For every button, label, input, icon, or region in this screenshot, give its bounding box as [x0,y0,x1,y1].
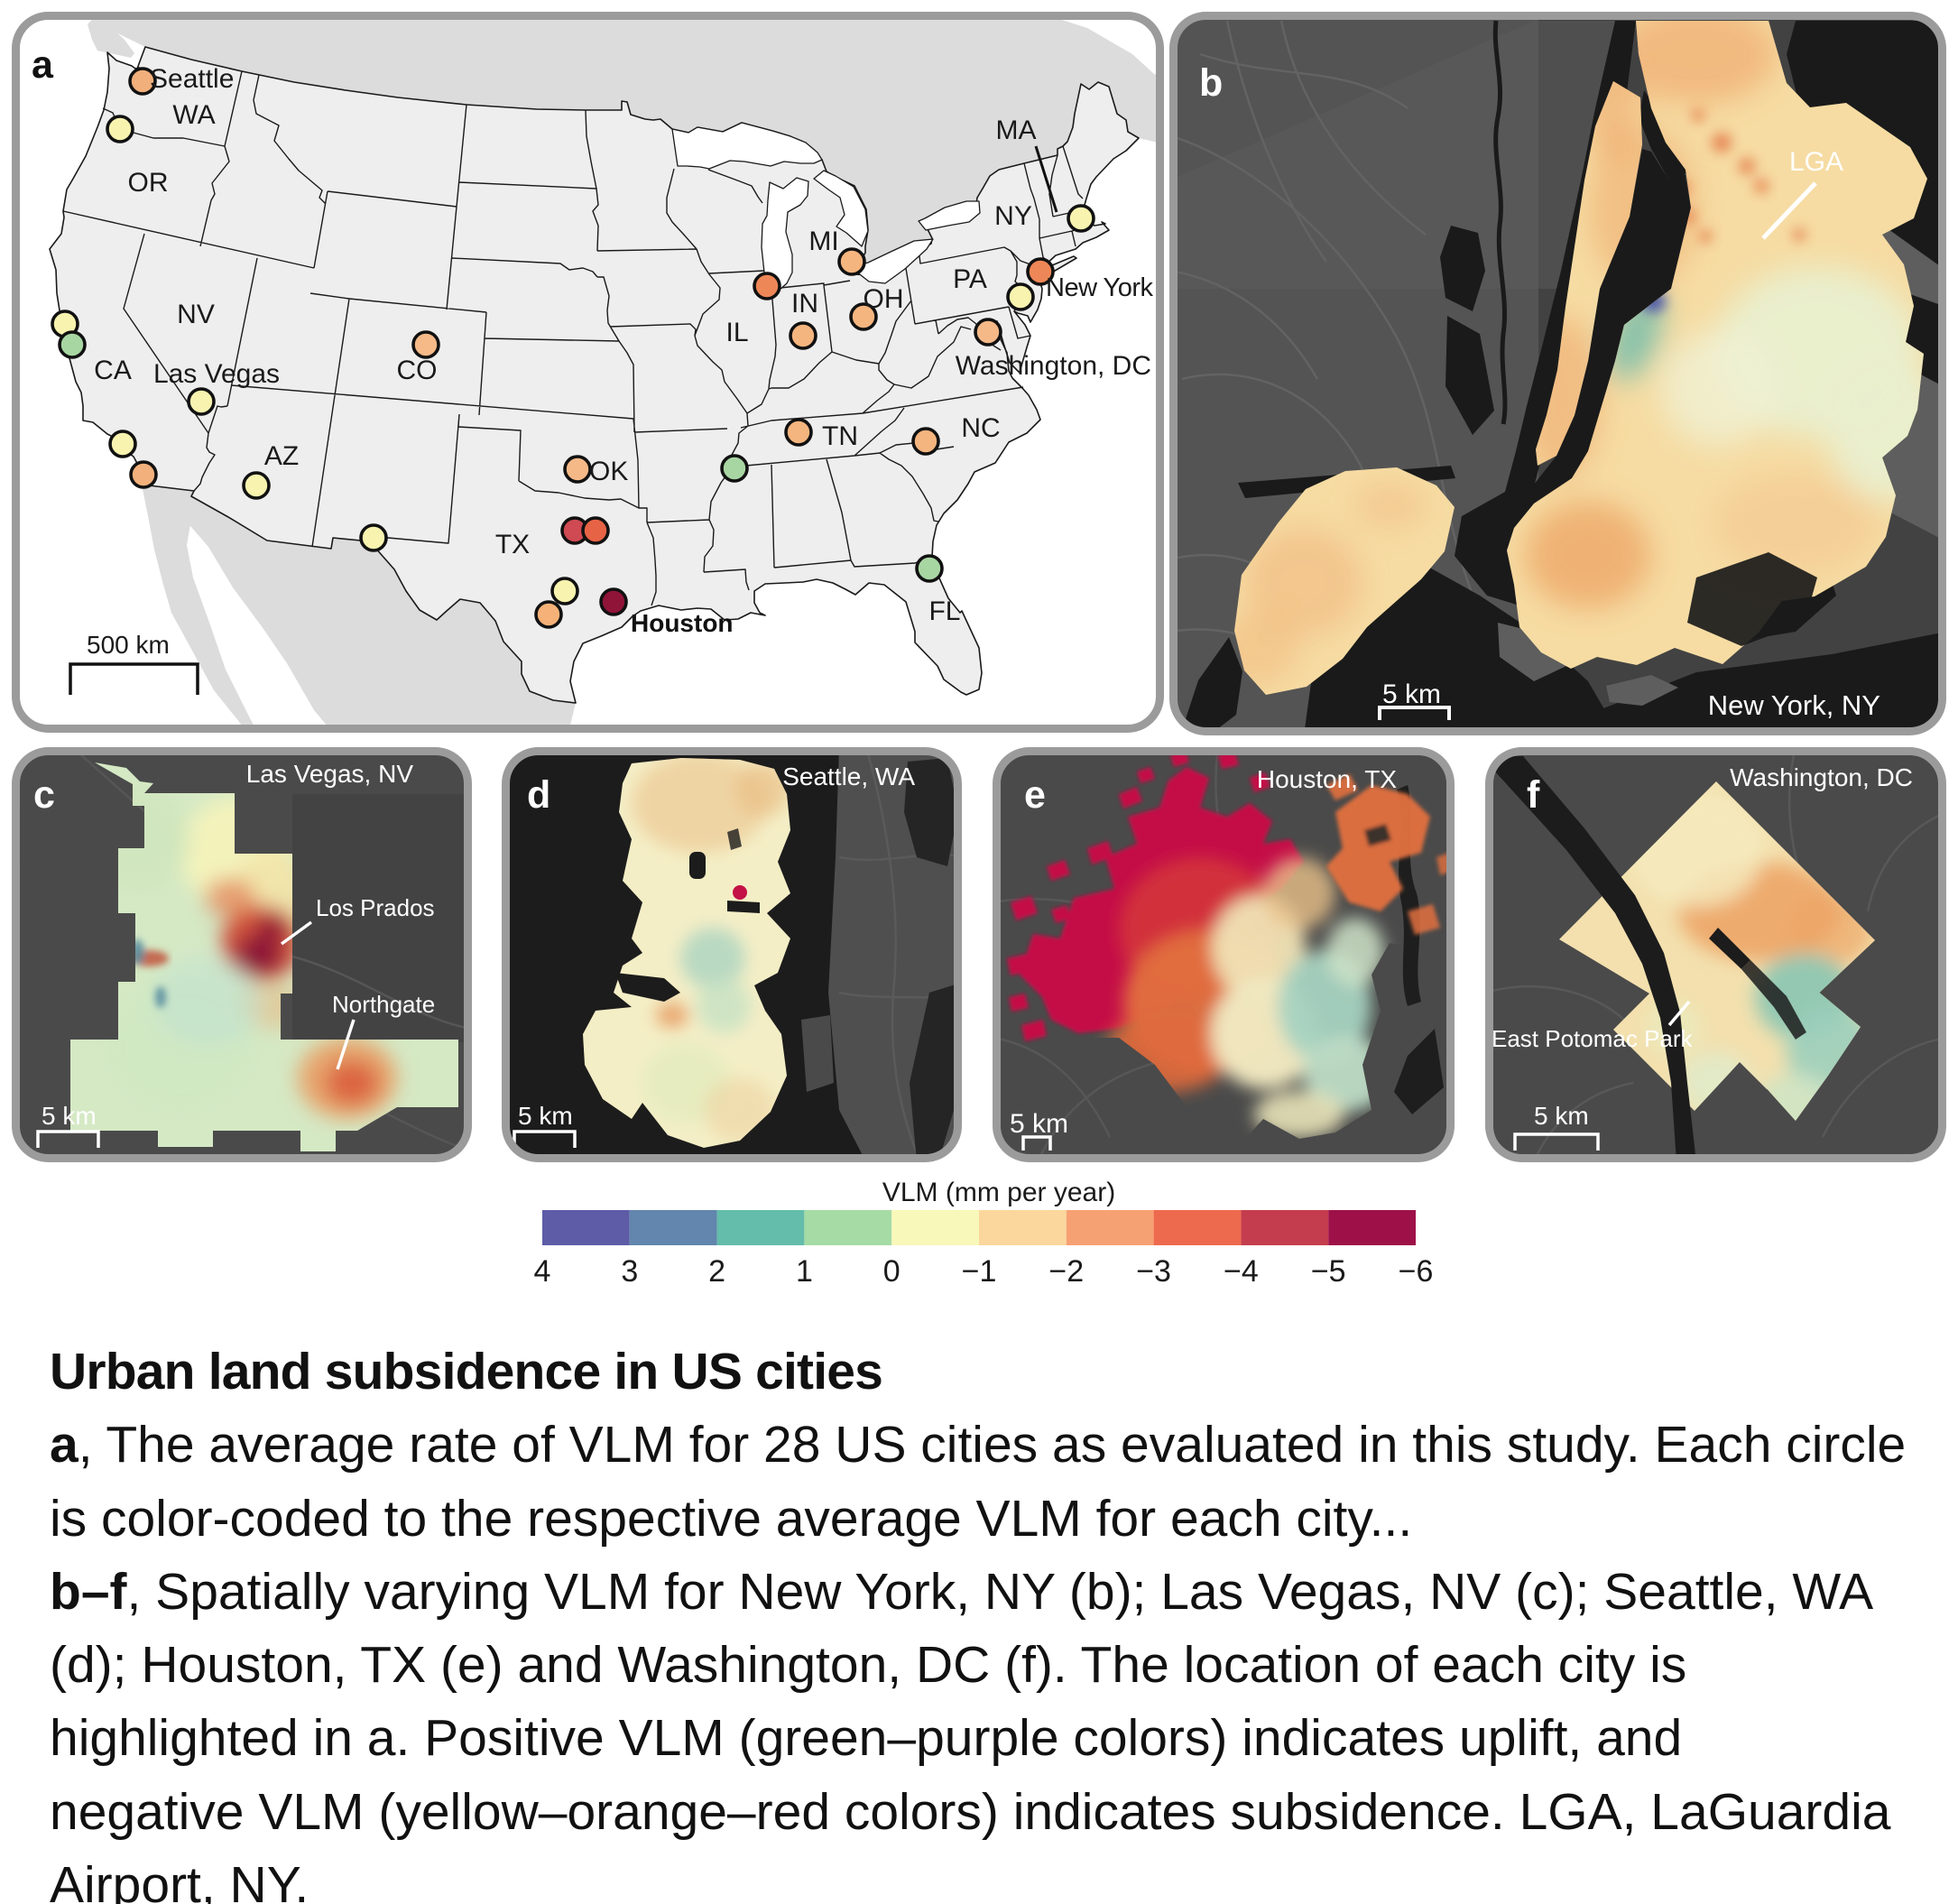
svg-text:5 km: 5 km [1534,1102,1589,1130]
svg-text:Washington, DC: Washington, DC [956,351,1151,381]
svg-text:OH: OH [864,284,904,314]
svg-text:5 km: 5 km [1010,1109,1068,1139]
svg-text:New York: New York [1046,273,1154,302]
svg-text:OR: OR [128,168,169,198]
svg-text:New York, NY: New York, NY [1708,689,1880,721]
svg-text:5 km: 5 km [42,1102,97,1130]
svg-text:1: 1 [796,1254,813,1289]
svg-text:OK: OK [589,457,628,486]
svg-text:MI: MI [808,226,838,256]
svg-text:0: 0 [883,1254,900,1289]
svg-text:Northgate: Northgate [332,991,435,1018]
svg-text:MA: MA [996,116,1037,145]
svg-text:East Potomac Park: East Potomac Park [1492,1025,1694,1052]
svg-text:NV: NV [177,300,215,329]
svg-text:NY: NY [994,201,1032,231]
svg-text:−1: −1 [962,1254,997,1289]
svg-text:f: f [1527,773,1540,817]
svg-text:IN: IN [791,289,818,319]
svg-text:−2: −2 [1048,1254,1084,1289]
svg-text:e: e [1024,773,1046,817]
svg-text:WA: WA [172,100,215,130]
svg-text:Seattle: Seattle [150,64,234,94]
svg-text:5 km: 5 km [518,1102,573,1130]
svg-text:AZ: AZ [264,441,299,471]
svg-text:500 km: 500 km [87,631,170,659]
svg-text:Houston: Houston [631,609,734,637]
svg-text:NC: NC [961,413,1000,443]
svg-text:IL: IL [725,318,748,347]
svg-text:c: c [33,773,55,817]
svg-text:d: d [527,773,550,817]
svg-text:b: b [1199,61,1223,105]
svg-text:Los Prados: Los Prados [316,894,435,921]
svg-text:a: a [32,43,54,87]
svg-text:2: 2 [708,1254,725,1289]
svg-text:Washington, DC: Washington, DC [1730,763,1913,791]
svg-text:Las Vegas, NV: Las Vegas, NV [246,760,414,788]
svg-text:TN: TN [822,421,858,451]
svg-text:PA: PA [953,264,987,294]
svg-text:TX: TX [495,530,530,559]
svg-text:CO: CO [397,356,438,385]
svg-text:VLM (mm per year): VLM (mm per year) [882,1178,1115,1207]
svg-text:4: 4 [534,1254,551,1289]
svg-text:Seattle, WA: Seattle, WA [782,763,915,790]
svg-text:Houston, TX: Houston, TX [1257,765,1397,793]
svg-text:−5: −5 [1311,1254,1346,1289]
svg-text:−3: −3 [1136,1254,1171,1289]
svg-text:−6: −6 [1399,1254,1434,1289]
svg-text:Las Vegas: Las Vegas [153,359,280,389]
svg-text:CA: CA [94,356,132,385]
svg-text:3: 3 [621,1254,638,1289]
svg-text:5 km: 5 km [1382,679,1441,709]
svg-text:FL: FL [928,596,960,626]
svg-text:−4: −4 [1224,1254,1259,1289]
svg-text:LGA: LGA [1789,147,1843,177]
